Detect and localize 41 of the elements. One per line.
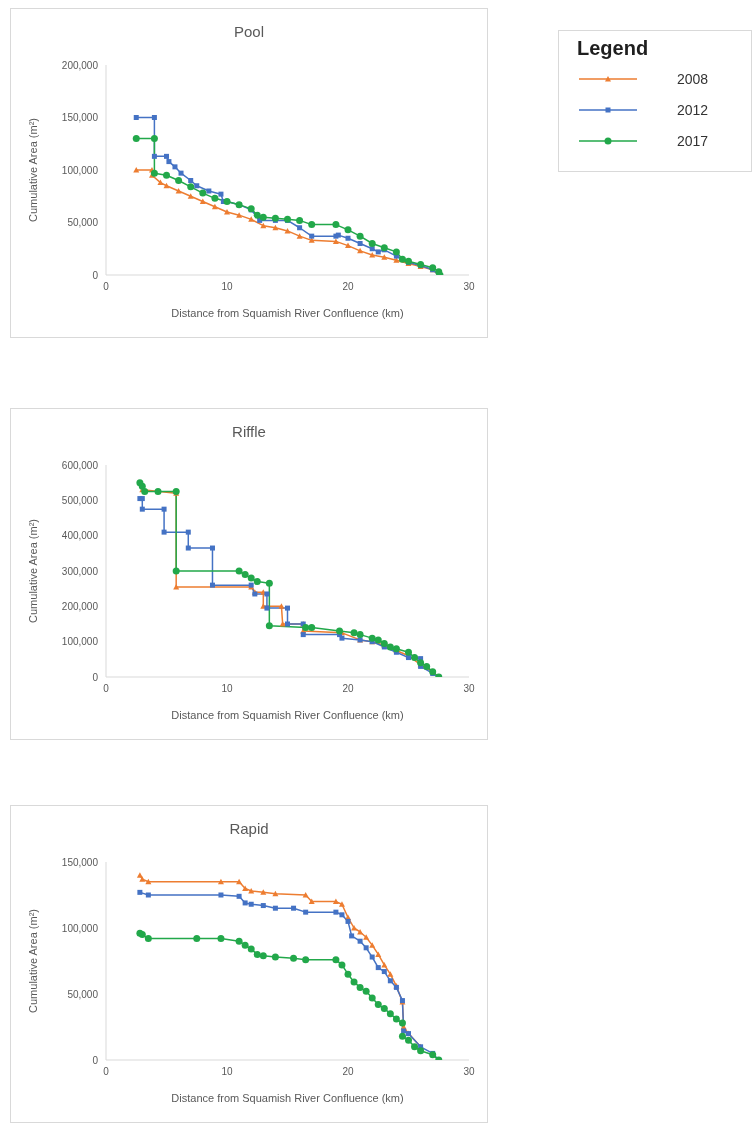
y-axis-title: Cumulative Area (m²) [26,519,39,623]
y-tick-label: 400,000 [61,530,99,542]
y-tick-label: 600,000 [61,459,99,471]
x-tick-label: 0 [103,683,110,695]
y-tick-label: 500,000 [61,494,99,506]
y-tick-label: 50,000 [67,988,99,1000]
x-axis-title: Distance from Squamish River Confluence (km) [171,709,404,721]
y-tick-label: 0 [92,269,99,281]
text: 2008 [677,71,709,87]
text: 2017 [677,133,709,149]
x-tick-label: 10 [221,281,233,293]
y-tick-label: 0 [92,671,99,683]
x-tick-label: 30 [463,683,475,695]
y-tick-label: 100,000 [61,164,99,176]
x-axis-title: Distance from Squamish River Confluence (km) [171,307,404,319]
text: 2012 [677,102,709,118]
y-tick-label: 100,000 [61,922,99,934]
y-tick-label: 150,000 [61,856,99,868]
y-tick-label: 150,000 [61,112,99,124]
y-tick-label: 200,000 [61,600,99,612]
y-tick-label: 300,000 [61,565,99,577]
chart-title: Pool [233,23,265,40]
y-axis-title: Cumulative Area (m²) [26,118,39,222]
x-tick-label: 20 [342,281,354,293]
chart-title: Rapid [228,820,270,837]
x-tick-label: 20 [342,683,354,695]
x-tick-label: 0 [103,281,110,293]
x-tick-label: 30 [463,1066,475,1078]
x-tick-label: 10 [221,683,233,695]
y-tick-label: 50,000 [67,217,99,229]
legend-title: Legend [577,37,649,60]
x-tick-label: 10 [221,1066,233,1078]
y-axis-title: Cumulative Area (m²) [26,909,39,1013]
x-tick-label: 30 [463,281,475,293]
chart-title: Riffle [231,423,267,440]
y-tick-label: 100,000 [61,636,99,648]
y-tick-label: 200,000 [61,59,99,71]
x-axis-title: Distance from Squamish River Confluence (km) [171,1092,404,1104]
x-tick-label: 20 [342,1066,354,1078]
y-tick-label: 0 [92,1054,99,1066]
x-tick-label: 0 [103,1066,110,1078]
